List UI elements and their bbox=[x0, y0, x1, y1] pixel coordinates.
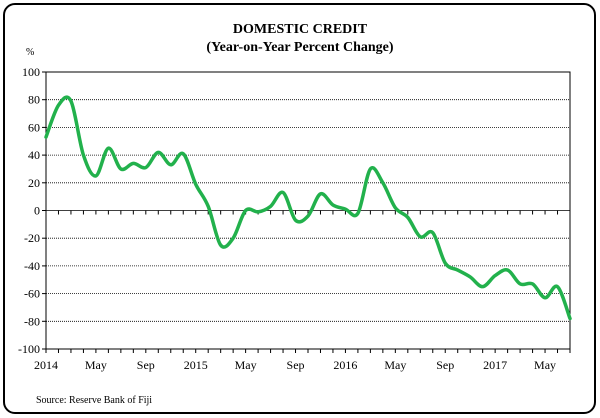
y-axis-unit-label: % bbox=[26, 47, 35, 58]
source-note: Source: Reserve Bank of Fiji bbox=[36, 395, 153, 406]
chart-subtitle: (Year-on-Year Percent Change) bbox=[206, 40, 394, 55]
chart-title: DOMESTIC CREDIT bbox=[232, 22, 368, 37]
chart-frame bbox=[3, 3, 596, 414]
